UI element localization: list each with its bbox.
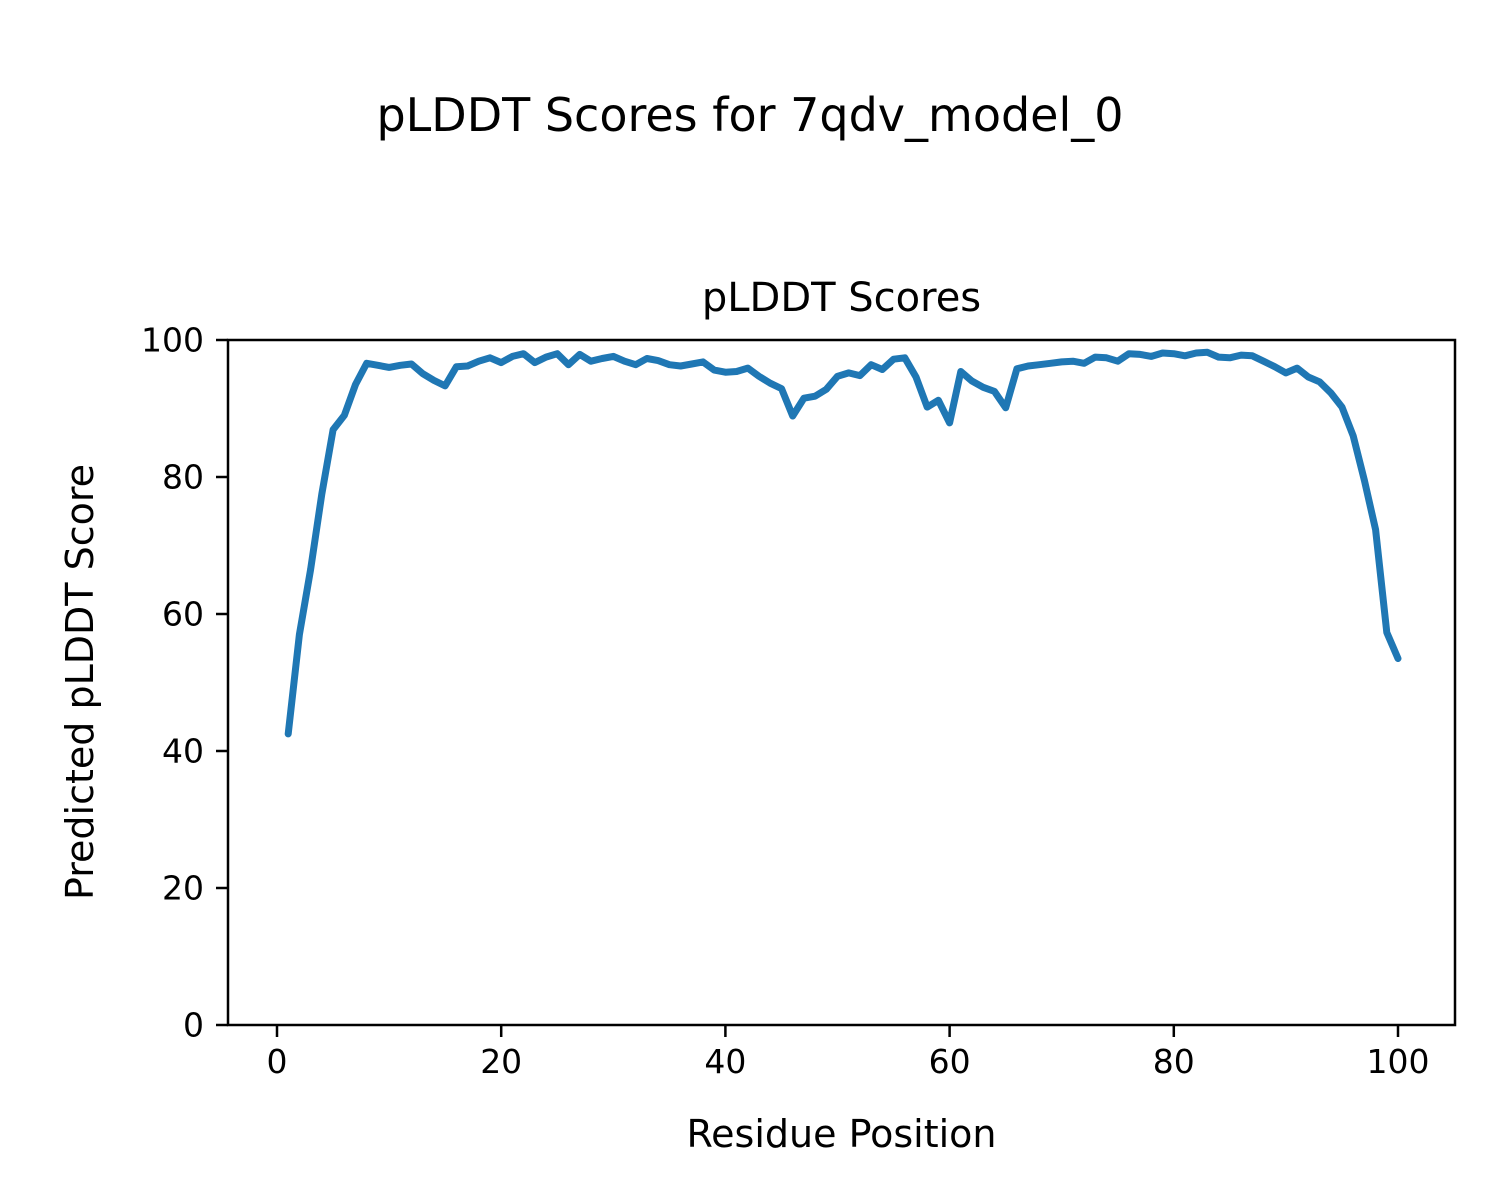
x-tick-label: 40 (704, 1042, 747, 1081)
y-axis-label: Predicted pLDDT Score (58, 464, 102, 900)
y-tick-label: 80 (162, 457, 204, 497)
y-tick-label: 40 (162, 731, 204, 771)
axes-title: pLDDT Scores (701, 275, 982, 321)
axis-ticks (216, 338, 1400, 1037)
figure-title: pLDDT Scores for 7qdv_model_0 (376, 88, 1124, 142)
x-axis-label: Residue Position (686, 1112, 997, 1156)
plddt-line-series (284, 348, 1402, 738)
y-tick-label: 100 (141, 320, 204, 360)
x-tick-label: 20 (480, 1042, 523, 1081)
x-tick-label: 80 (1152, 1042, 1195, 1081)
plot-area-border (226, 338, 1457, 1027)
x-tick-label: 0 (266, 1042, 288, 1081)
y-tick-label: 60 (162, 594, 204, 634)
x-tick-label: 100 (1366, 1042, 1430, 1081)
x-tick-label: 60 (928, 1042, 971, 1081)
y-tick-label: 20 (162, 868, 204, 908)
y-tick-label: 0 (183, 1005, 204, 1045)
